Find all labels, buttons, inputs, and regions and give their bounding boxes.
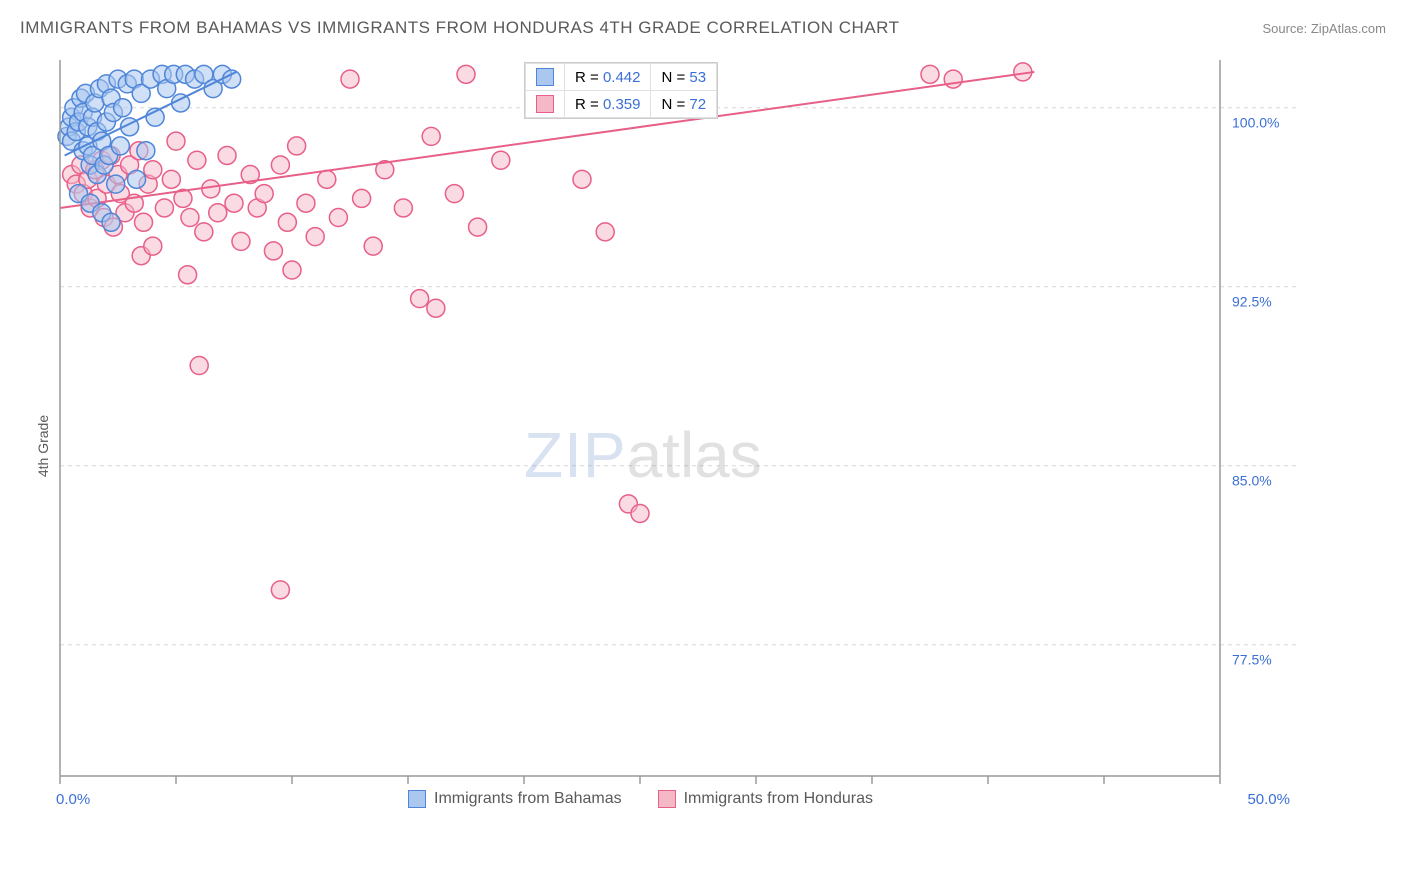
source-attribution: Source: ZipAtlas.com: [1262, 21, 1386, 36]
svg-text:50.0%: 50.0%: [1247, 791, 1290, 808]
source-prefix: Source:: [1262, 21, 1310, 36]
svg-text:85.0%: 85.0%: [1232, 473, 1272, 489]
svg-text:92.5%: 92.5%: [1232, 294, 1272, 310]
r-label: R =: [575, 96, 599, 113]
plot-area: 77.5%85.0%92.5%100.0%0.0%50.0% ZIPatlas …: [50, 56, 1300, 816]
chart-title: IMMIGRANTS FROM BAHAMAS VS IMMIGRANTS FR…: [20, 18, 899, 38]
svg-text:77.5%: 77.5%: [1232, 652, 1272, 668]
swatch-honduras: [658, 790, 676, 808]
legend-label-bahamas: Immigrants from Bahamas: [434, 790, 622, 808]
n-value-bahamas: 53: [689, 69, 706, 86]
swatch-bahamas: [536, 68, 554, 86]
source-link[interactable]: ZipAtlas.com: [1311, 21, 1386, 36]
legend-item-bahamas: Immigrants from Bahamas: [408, 790, 622, 808]
r-value-honduras: 0.359: [603, 96, 641, 113]
r-label: R =: [575, 69, 599, 86]
swatch-bahamas: [408, 790, 426, 808]
r-value-bahamas: 0.442: [603, 69, 641, 86]
legend-row-bahamas: R = 0.442 N = 53: [526, 64, 717, 91]
n-label: N =: [661, 96, 685, 113]
legend-label-honduras: Immigrants from Honduras: [684, 790, 873, 808]
chart-header: IMMIGRANTS FROM BAHAMAS VS IMMIGRANTS FR…: [20, 18, 1386, 38]
y-axis-label: 4th Grade: [35, 415, 51, 477]
svg-text:100.0%: 100.0%: [1232, 115, 1279, 131]
swatch-honduras: [536, 95, 554, 113]
scatter-chart: 77.5% 85.0% 92.5% 100.0% 0.0% 50.0%: [50, 56, 1300, 816]
legend-item-honduras: Immigrants from Honduras: [658, 790, 873, 808]
n-value-honduras: 72: [689, 96, 706, 113]
svg-text:0.0%: 0.0%: [56, 791, 90, 808]
series-legend: Immigrants from Bahamas Immigrants from …: [408, 790, 873, 808]
correlation-legend: R = 0.442 N = 53 R = 0.359 N = 72: [524, 62, 718, 119]
legend-row-honduras: R = 0.359 N = 72: [526, 91, 717, 118]
n-label: N =: [661, 69, 685, 86]
